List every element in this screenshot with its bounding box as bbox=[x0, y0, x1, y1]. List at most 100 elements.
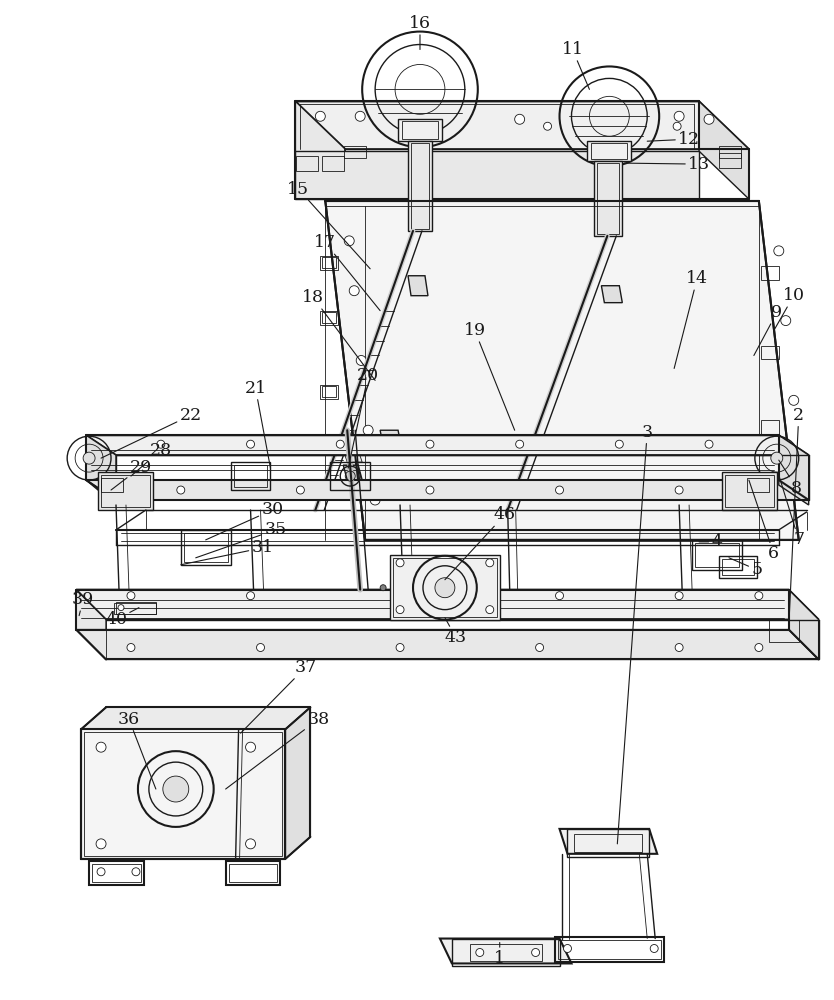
Bar bbox=[692, 540, 742, 570]
Text: 18: 18 bbox=[303, 289, 375, 380]
Circle shape bbox=[535, 644, 544, 651]
Bar bbox=[719, 153, 741, 168]
Text: 7: 7 bbox=[779, 475, 804, 548]
Bar bbox=[320, 256, 339, 270]
Polygon shape bbox=[86, 480, 809, 500]
Text: 31: 31 bbox=[181, 539, 274, 565]
Circle shape bbox=[774, 246, 784, 256]
Bar bbox=[330, 462, 370, 490]
Polygon shape bbox=[601, 286, 622, 303]
Polygon shape bbox=[325, 201, 799, 540]
Circle shape bbox=[531, 949, 540, 956]
Bar bbox=[591, 143, 627, 159]
Text: 43: 43 bbox=[445, 618, 467, 646]
Circle shape bbox=[435, 578, 455, 598]
Bar bbox=[470, 944, 541, 961]
Polygon shape bbox=[285, 707, 310, 859]
Bar bbox=[769, 620, 799, 642]
Circle shape bbox=[380, 585, 386, 591]
Text: 39: 39 bbox=[72, 591, 94, 616]
Bar bbox=[344, 146, 366, 158]
Bar bbox=[234, 465, 268, 487]
Polygon shape bbox=[440, 939, 571, 963]
Bar bbox=[722, 472, 776, 510]
Bar bbox=[597, 163, 620, 234]
Bar bbox=[390, 555, 500, 620]
Bar bbox=[725, 475, 774, 507]
Bar bbox=[98, 472, 153, 510]
Circle shape bbox=[177, 486, 185, 494]
Text: 38: 38 bbox=[226, 711, 329, 789]
Polygon shape bbox=[344, 450, 362, 462]
Bar bbox=[558, 940, 661, 959]
Circle shape bbox=[673, 122, 681, 130]
Circle shape bbox=[396, 644, 404, 651]
Circle shape bbox=[296, 486, 304, 494]
Bar bbox=[761, 266, 779, 280]
Circle shape bbox=[396, 592, 404, 600]
Bar bbox=[398, 119, 442, 141]
Circle shape bbox=[755, 592, 763, 600]
Bar bbox=[296, 156, 319, 171]
Bar bbox=[320, 311, 339, 325]
Circle shape bbox=[396, 606, 404, 614]
Polygon shape bbox=[699, 101, 749, 199]
Bar bbox=[322, 386, 336, 397]
Circle shape bbox=[355, 111, 365, 121]
Text: 15: 15 bbox=[288, 181, 370, 269]
Circle shape bbox=[485, 559, 494, 567]
Circle shape bbox=[781, 316, 791, 326]
Bar bbox=[101, 475, 150, 507]
Bar bbox=[393, 558, 497, 617]
Bar bbox=[761, 346, 779, 359]
Circle shape bbox=[245, 742, 255, 752]
Text: 2: 2 bbox=[789, 407, 804, 628]
Circle shape bbox=[118, 605, 124, 611]
Circle shape bbox=[564, 945, 571, 952]
Circle shape bbox=[396, 559, 404, 567]
Circle shape bbox=[676, 486, 683, 494]
Text: 8: 8 bbox=[779, 460, 802, 497]
Bar bbox=[181, 530, 231, 565]
Text: 11: 11 bbox=[561, 41, 590, 89]
Bar bbox=[722, 559, 754, 575]
Circle shape bbox=[674, 111, 684, 121]
Bar bbox=[322, 312, 336, 323]
Circle shape bbox=[676, 644, 683, 651]
Bar bbox=[452, 939, 560, 966]
Text: 5: 5 bbox=[729, 558, 762, 578]
Circle shape bbox=[796, 465, 806, 475]
Polygon shape bbox=[344, 465, 362, 480]
Circle shape bbox=[544, 122, 551, 130]
Text: 46: 46 bbox=[445, 506, 515, 580]
Circle shape bbox=[247, 592, 254, 600]
Circle shape bbox=[247, 440, 254, 448]
Bar bbox=[695, 543, 739, 567]
Circle shape bbox=[127, 644, 135, 651]
Circle shape bbox=[370, 495, 380, 505]
Text: 13: 13 bbox=[625, 156, 710, 173]
Polygon shape bbox=[408, 276, 428, 296]
Circle shape bbox=[132, 868, 140, 876]
Circle shape bbox=[96, 742, 106, 752]
Polygon shape bbox=[295, 101, 749, 149]
Text: 29: 29 bbox=[111, 459, 152, 490]
Circle shape bbox=[426, 440, 434, 448]
Text: 3: 3 bbox=[617, 424, 653, 844]
Circle shape bbox=[257, 644, 264, 651]
Bar bbox=[322, 257, 336, 268]
Circle shape bbox=[515, 114, 525, 124]
Circle shape bbox=[755, 644, 763, 651]
Circle shape bbox=[426, 486, 434, 494]
Bar bbox=[408, 141, 432, 231]
Text: 28: 28 bbox=[131, 442, 172, 476]
Polygon shape bbox=[295, 151, 699, 199]
Bar bbox=[411, 143, 429, 229]
Bar bbox=[84, 732, 283, 856]
Circle shape bbox=[676, 592, 683, 600]
Circle shape bbox=[344, 236, 354, 246]
Text: 19: 19 bbox=[464, 322, 515, 430]
Bar bbox=[575, 834, 642, 852]
Bar bbox=[231, 462, 270, 490]
Bar bbox=[81, 729, 285, 859]
